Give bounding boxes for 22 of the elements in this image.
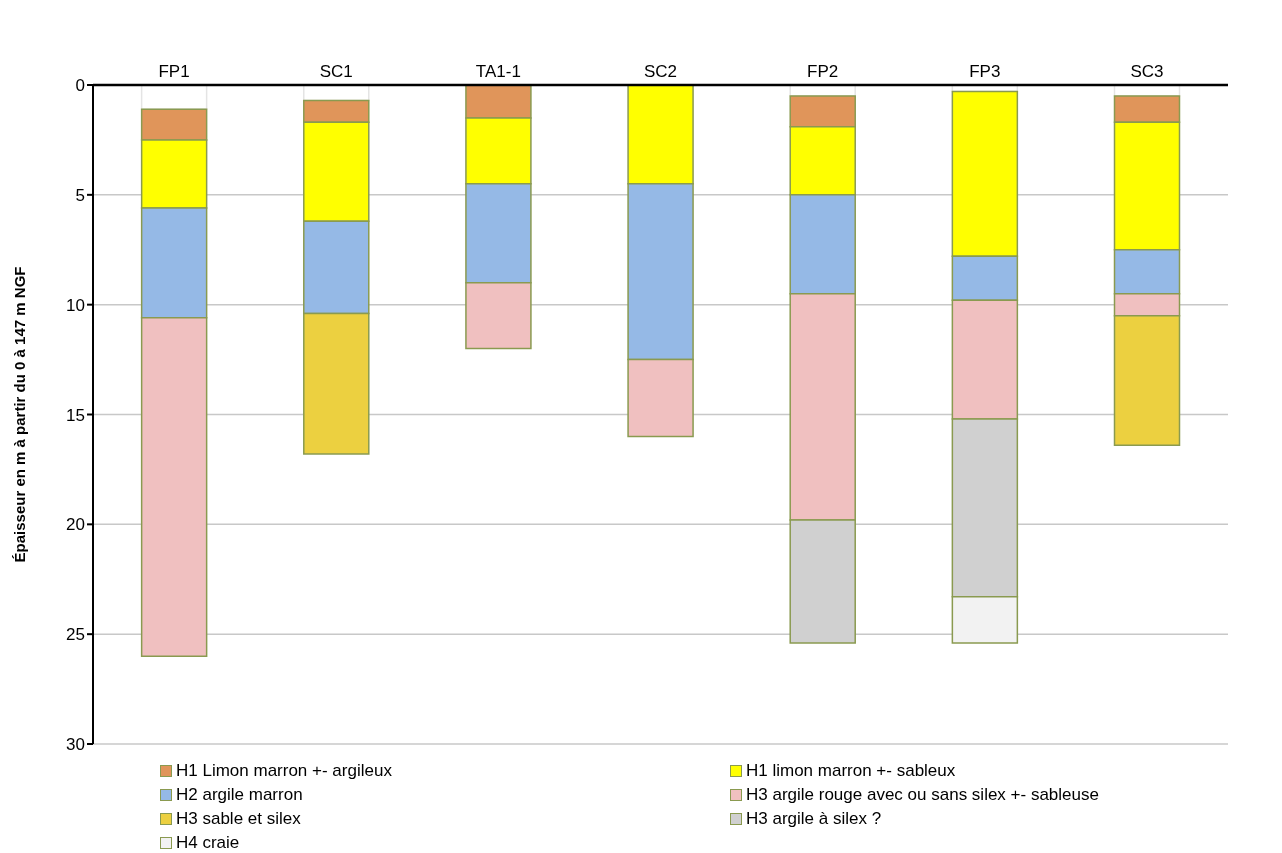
- legend-label: H3 argile rouge avec ou sans silex +- sableuse: [746, 784, 1099, 806]
- y-axis-title: Épaisseur en m à partir du 0 à 147 m NGF: [11, 266, 29, 563]
- x-tick-label: SC2: [643, 62, 678, 81]
- x-tick-label: SC1: [319, 62, 353, 81]
- legend-label: H4 craie: [176, 832, 240, 853]
- y-tick-label: 30: [66, 735, 85, 755]
- x-tick-label: FP1: [158, 62, 190, 81]
- x-tick-label: FP3: [969, 62, 1001, 81]
- x-tick-label: TA1-1: [475, 62, 521, 81]
- y-tick-label: 15: [66, 405, 85, 425]
- legend-label: H3 argile à silex ?: [746, 808, 882, 830]
- y-tick-label: 0: [75, 76, 85, 96]
- y-tick-label: 20: [66, 515, 85, 535]
- x-tick-label: SC3: [1130, 62, 1164, 81]
- y-tick-label: 5: [75, 185, 85, 205]
- legend-label: H2 argile marron: [176, 784, 303, 806]
- x-tick-label: FP2: [807, 62, 839, 81]
- legend-label: H3 sable et silex: [176, 808, 301, 830]
- legend-label: H1 Limon marron +- argileux: [176, 760, 392, 782]
- legend-label: H1 limon marron +- sableux: [746, 760, 956, 782]
- y-tick-label: 25: [66, 625, 85, 645]
- y-tick-label: 10: [66, 295, 85, 315]
